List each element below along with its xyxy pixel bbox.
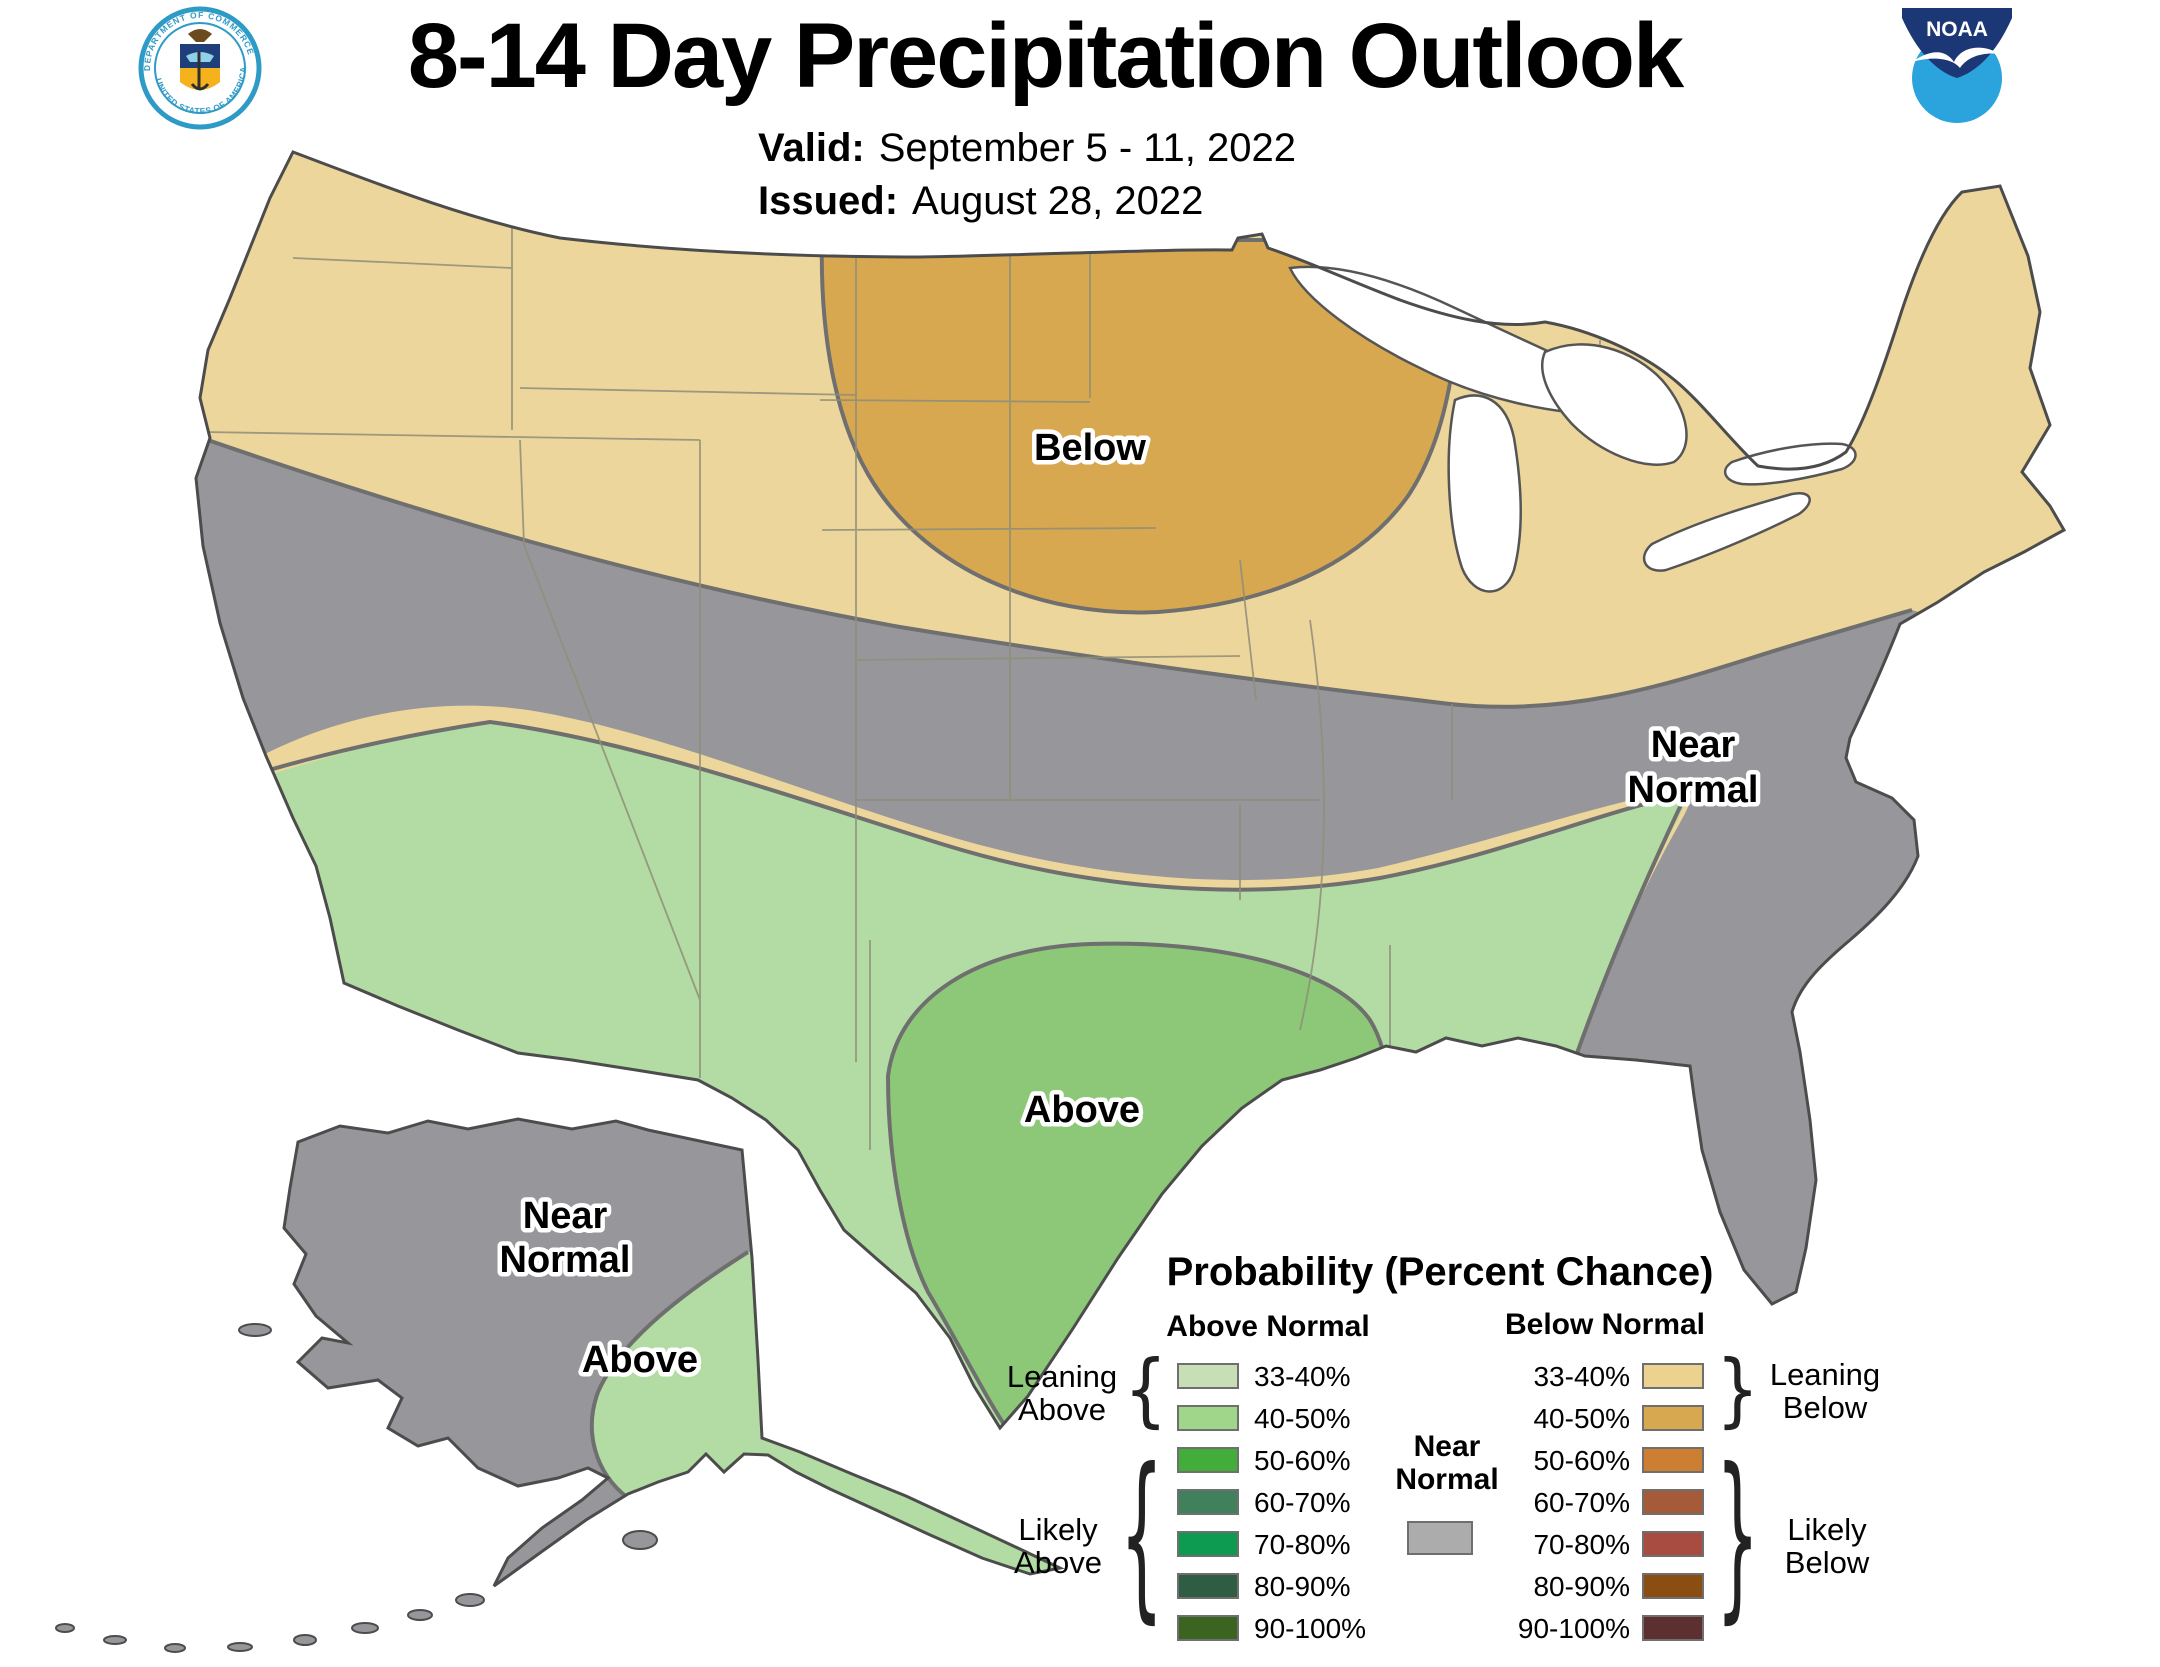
lake-ontario — [1723, 442, 1857, 486]
noaa-logo: NOAA — [1902, 8, 2012, 123]
brace-likely-above: { — [1120, 1430, 1164, 1640]
legend-swatch-below-80-90 — [1642, 1573, 1704, 1599]
lake-michigan — [1447, 394, 1522, 593]
legend-range-below-4: 70-80% — [1533, 1529, 1630, 1560]
legend-range-below-5: 80-90% — [1533, 1571, 1630, 1602]
legend-leaning-above-label: Leaning Above — [1006, 1359, 1118, 1427]
legend-swatch-above-90-100 — [1177, 1615, 1239, 1641]
legend-leaning-below-label: Leaning Below — [1769, 1357, 1881, 1425]
boundary-gray-top — [196, 418, 1913, 709]
legend-above-header: Above Normal — [1166, 1310, 1370, 1343]
legend-range-above-1: 40-50% — [1254, 1403, 1351, 1434]
great-lakes — [1288, 265, 1857, 593]
valid-issued-block: Valid: September 5 - 11, 2022 Issued: Augu… — [758, 122, 1296, 228]
alaska-region-boundary — [590, 1250, 750, 1500]
legend-likely-above-label: Likely Above — [1014, 1512, 1102, 1580]
legend-near-line2: Normal — [1395, 1463, 1499, 1496]
noaa-logo-text: NOAA — [1926, 18, 1988, 41]
page-title: 8-14 Day Precipitation Outlook — [407, 5, 1684, 107]
valid-line: Valid: September 5 - 11, 2022 — [758, 122, 1296, 175]
legend-range-above-0: 33-40% — [1254, 1361, 1351, 1392]
legend-range-above-3: 60-70% — [1254, 1487, 1351, 1518]
boundary-green-top — [196, 719, 1683, 892]
legend-below-header: Below Normal — [1504, 1308, 1706, 1341]
label-ak-above: Above — [582, 1339, 698, 1381]
conus-outline — [194, 150, 2067, 1431]
issued-label: Issued: — [758, 179, 899, 223]
brace-leaning-below: } — [1716, 1343, 1760, 1436]
seal-eagle-icon — [188, 29, 212, 42]
lake-huron — [1540, 343, 1688, 466]
legend-near-line1: Near — [1413, 1430, 1481, 1463]
legend-swatch-below-60-70 — [1642, 1489, 1704, 1515]
legend-range-above-6: 90-100% — [1254, 1613, 1367, 1644]
valid-label: Valid: — [758, 126, 865, 170]
label-ak-near-line2: Normal — [500, 1239, 631, 1281]
seal-anchor — [190, 52, 210, 91]
noaa-fan — [1902, 8, 2012, 78]
legend-range-below-6: 90-100% — [1517, 1613, 1630, 1644]
legend-range-below-0: 33-40% — [1533, 1361, 1630, 1392]
label-above: Above — [1024, 1089, 1140, 1131]
legend-range-below-2: 50-60% — [1533, 1445, 1630, 1476]
valid-value: September 5 - 11, 2022 — [878, 126, 1297, 170]
map-region-labels: Below Near Normal Above Near Normal Abov… — [495, 423, 1763, 1386]
legend-swatch-below-70-80 — [1642, 1531, 1704, 1557]
legend-swatch-above-33-40 — [1177, 1363, 1239, 1389]
legend-range-below-1: 40-50% — [1533, 1403, 1630, 1434]
legend-swatch-below-33-40 — [1642, 1363, 1704, 1389]
region-below-40-50-midwest — [819, 238, 1461, 615]
legend-swatch-above-60-70 — [1177, 1489, 1239, 1515]
issued-value: August 28, 2022 — [912, 179, 1204, 223]
label-below: Below — [1034, 427, 1146, 469]
legend-range-above-5: 80-90% — [1254, 1571, 1351, 1602]
brace-leaning-above: { — [1124, 1343, 1168, 1436]
legend-likely-below-label: Likely Below — [1784, 1512, 1870, 1580]
legend-swatch-below-90-100 — [1642, 1615, 1704, 1641]
label-ak-near-line1: Near — [523, 1195, 608, 1237]
alaska-above-fill — [592, 1252, 1060, 1586]
brace-likely-below: } — [1716, 1430, 1760, 1640]
noaa-seagull-icon — [1912, 47, 2000, 68]
legend-swatch-above-70-80 — [1177, 1531, 1239, 1557]
alaska-outline — [282, 1117, 1065, 1588]
issued-line: Issued: August 28, 2022 — [758, 175, 1296, 228]
aleutian-islands — [55, 1323, 658, 1653]
legend-range-above-2: 50-60% — [1254, 1445, 1351, 1476]
legend-swatch-below-40-50 — [1642, 1405, 1704, 1431]
legend-swatch-above-80-90 — [1177, 1573, 1239, 1599]
label-near-normal-line2: Normal — [1628, 769, 1759, 811]
label-near-normal-line1: Near — [1651, 724, 1736, 766]
legend-swatch-above-40-50 — [1177, 1405, 1239, 1431]
legend-range-below-3: 60-70% — [1533, 1487, 1630, 1518]
legend-swatch-above-50-60 — [1177, 1447, 1239, 1473]
legend-swatch-near-normal — [1407, 1521, 1473, 1555]
legend-range-above-4: 70-80% — [1254, 1529, 1351, 1560]
commerce-seal-logo: DEPARTMENT OF COMMERCE UNITED STATES OF … — [138, 6, 262, 130]
legend-swatch-below-50-60 — [1642, 1447, 1704, 1473]
legend-title: Probability (Percent Chance) — [1166, 1250, 1714, 1294]
state-lines — [203, 164, 1601, 1150]
lake-erie — [1642, 491, 1811, 572]
